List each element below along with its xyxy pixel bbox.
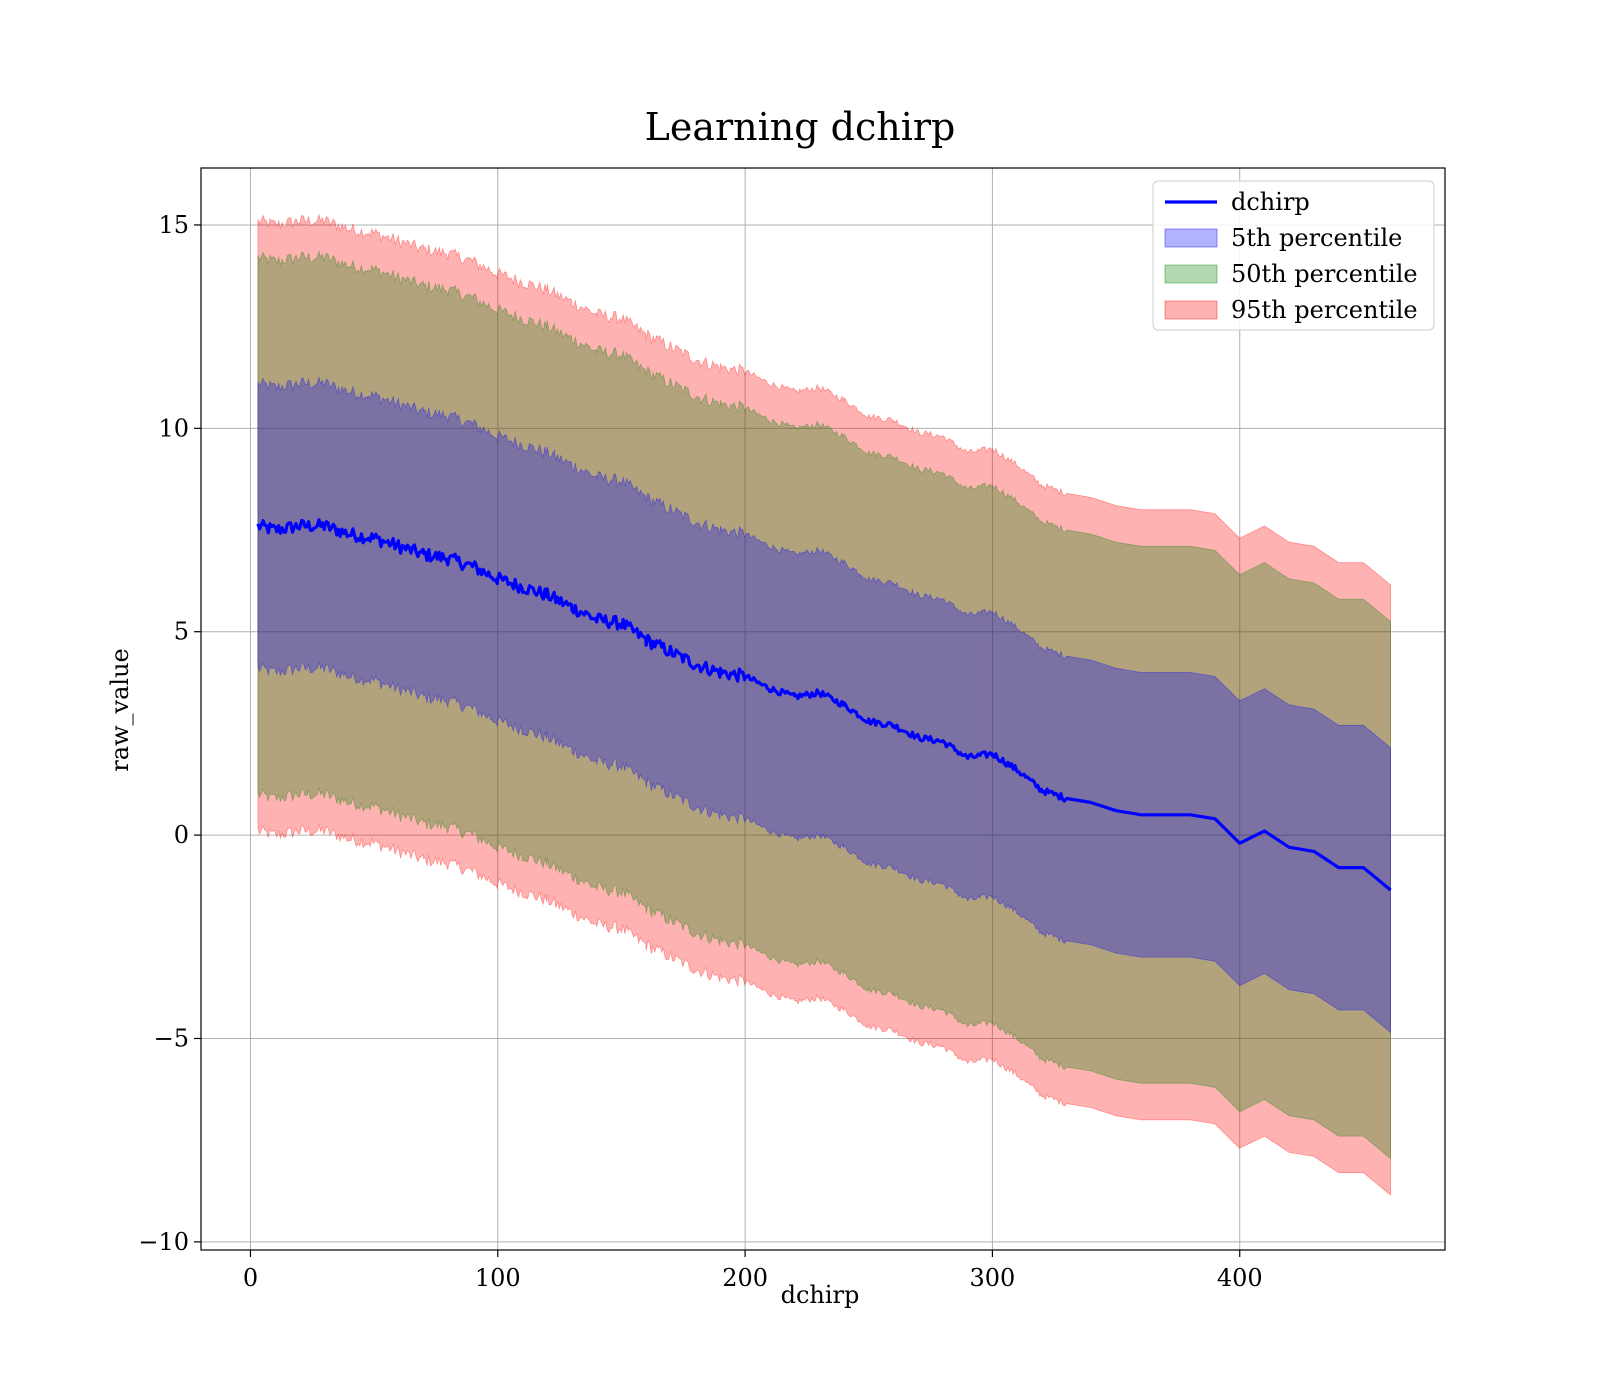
x-tick-label: 100: [475, 1264, 521, 1292]
legend-label: dchirp: [1231, 188, 1310, 216]
x-tick-label: 400: [1217, 1264, 1263, 1292]
legend-label: 50th percentile: [1231, 260, 1418, 288]
y-tick-label: 5: [174, 618, 189, 646]
y-tick-label: 0: [174, 821, 189, 849]
x-tick-label: 300: [970, 1264, 1016, 1292]
percentile-bands: [257, 213, 1391, 1196]
band-50th-percentile: [257, 249, 1391, 1160]
legend-label: 95th percentile: [1231, 296, 1418, 324]
y-tick-label: −10: [138, 1228, 189, 1256]
y-tick-label: −5: [154, 1024, 189, 1052]
legend-box: [1152, 180, 1435, 331]
legend-patch-swatch: [1164, 228, 1218, 248]
x-tick-label: 0: [243, 1264, 258, 1292]
y-axis-label: raw_value: [106, 648, 134, 772]
band-5th-percentile: [257, 375, 1391, 1034]
series-lines: [256, 518, 1392, 892]
band-95th-percentile: [257, 213, 1391, 1196]
x-axis-label: dchirp: [781, 1281, 860, 1309]
dchirp-series-line: [256, 518, 1392, 892]
axis-ticks: 0 100 200 300 400 15 10 5 0 −5 −10: [138, 211, 1262, 1292]
legend-label: 5th percentile: [1231, 224, 1402, 252]
chart-title: Learning dchirp: [645, 105, 956, 149]
x-tick-label: 200: [722, 1264, 768, 1292]
legend: dchirp 5th percentile 50th percentile 95th …: [1152, 180, 1435, 331]
y-tick-label: 10: [158, 414, 189, 442]
legend-patch-swatch: [1164, 300, 1218, 320]
legend-patch-swatch: [1164, 264, 1218, 284]
grid-lines: [201, 168, 1445, 1250]
y-tick-label: 15: [158, 211, 189, 239]
axes-frame: [200, 167, 1446, 1251]
